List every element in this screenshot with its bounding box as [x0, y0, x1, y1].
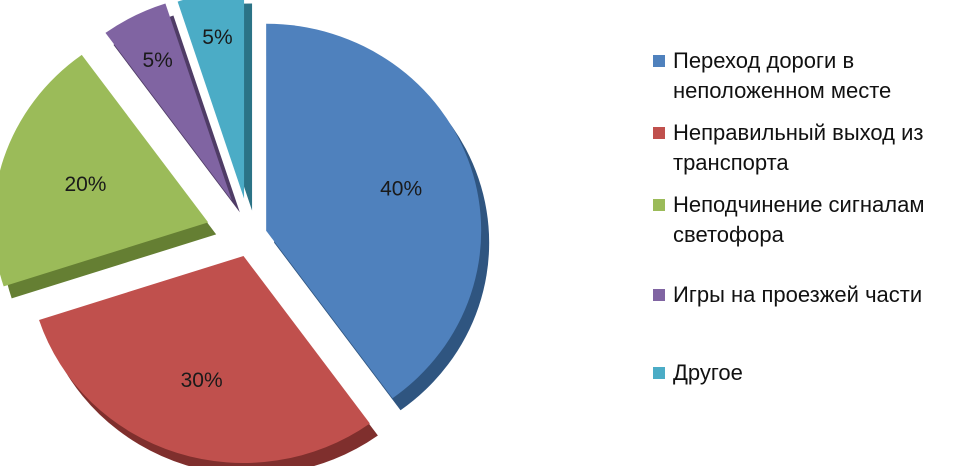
legend-label: Неправильный выход из транспорта: [673, 120, 924, 175]
legend-label: Переход дороги в неположенном месте: [673, 48, 892, 103]
slice-data-label: 20%: [64, 173, 106, 196]
legend-item: Неподчинение сигналам светофора: [653, 190, 968, 250]
pie-slice-2: [39, 255, 370, 463]
slice-data-label: 30%: [181, 369, 223, 392]
legend-item: Переход дороги в неположенном месте: [653, 46, 968, 106]
legend-item: Неправильный выход из транспорта: [653, 118, 968, 178]
pie-slice-4: [105, 3, 232, 201]
legend-label: Неподчинение сигналам светофора: [673, 192, 925, 247]
legend: Переход дороги в неположенном месте Непра…: [653, 0, 968, 466]
pie-slice-3: [0, 54, 209, 287]
legend-item: Другое: [653, 358, 968, 388]
legend-swatch: [653, 367, 665, 379]
legend-swatch: [653, 199, 665, 211]
slice-data-label: 5%: [142, 49, 172, 72]
slice-data-label: 40%: [380, 178, 422, 201]
legend-swatch: [653, 289, 665, 301]
legend-swatch: [653, 55, 665, 67]
pie-slice-5: [177, 0, 245, 199]
pie-slice-1: [266, 23, 482, 399]
legend-label: Игры на проезжей части: [673, 282, 923, 307]
legend-item: Игры на проезжей части: [653, 280, 968, 310]
slice-data-label: 5%: [202, 26, 232, 49]
legend-label: Другое: [673, 360, 743, 385]
legend-swatch: [653, 127, 665, 139]
